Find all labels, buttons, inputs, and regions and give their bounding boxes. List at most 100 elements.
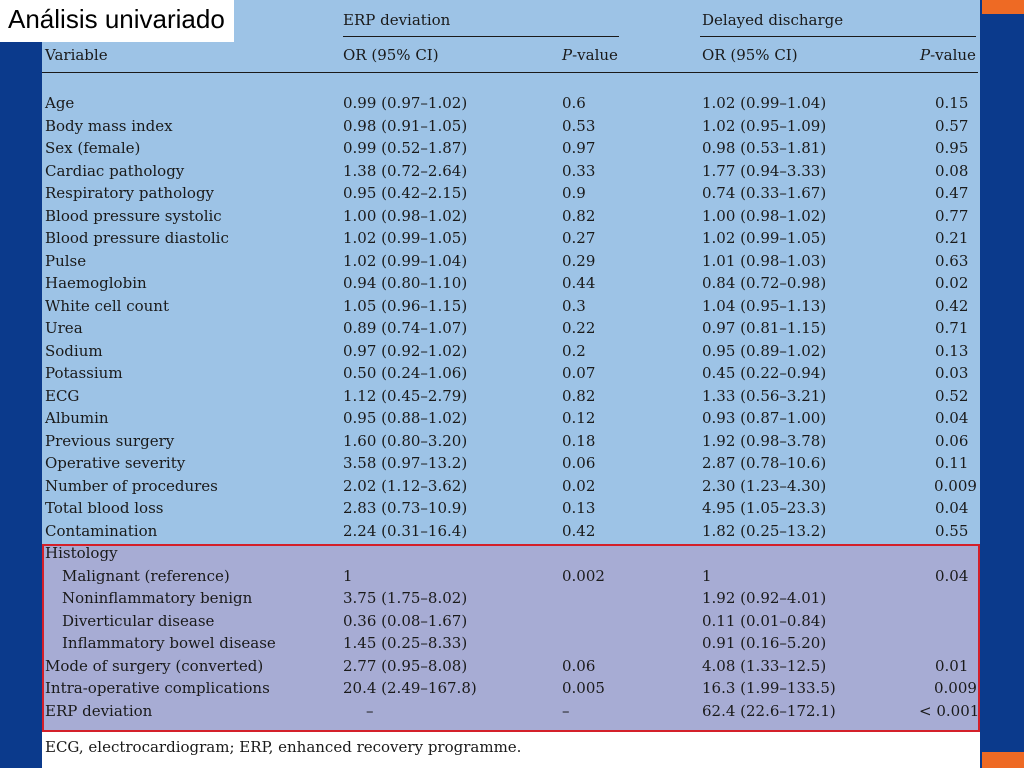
- row-erp-or: 2.24 (0.31–16.4): [343, 522, 468, 540]
- row-delayed-pvalue: 0.01: [935, 657, 969, 675]
- row-delayed-or: 0.91 (0.16–5.20): [702, 634, 827, 652]
- row-delayed-or: 1.00 (0.98–1.02): [702, 207, 827, 225]
- row-delayed-or: 1: [702, 567, 712, 585]
- footer-background: [42, 732, 980, 768]
- row-variable: Histology: [45, 544, 118, 562]
- row-delayed-or: 1.04 (0.95–1.13): [702, 297, 827, 315]
- row-erp-pvalue: 0.3: [562, 297, 586, 315]
- header-pvalue-erp: P-value: [562, 46, 618, 64]
- row-erp-or: 0.36 (0.08–1.67): [343, 612, 468, 630]
- row-erp-pvalue: 0.33: [562, 162, 596, 180]
- row-variable: Inflammatory bowel disease: [62, 634, 276, 652]
- left-side-band: [0, 0, 42, 768]
- row-delayed-or: 1.02 (0.99–1.05): [702, 229, 827, 247]
- row-variable: Cardiac pathology: [45, 162, 185, 180]
- row-erp-pvalue: 0.02: [562, 477, 596, 495]
- row-erp-pvalue: 0.82: [562, 387, 596, 405]
- row-erp-pvalue: 0.13: [562, 499, 596, 517]
- row-erp-or: 1.12 (0.45–2.79): [343, 387, 468, 405]
- row-erp-or: 0.97 (0.92–1.02): [343, 342, 468, 360]
- row-variable: Albumin: [45, 409, 109, 427]
- row-variable: Sodium: [45, 342, 103, 360]
- row-delayed-or: 2.87 (0.78–10.6): [702, 454, 827, 472]
- row-delayed-or: 4.95 (1.05–23.3): [702, 499, 827, 517]
- row-erp-or: 0.99 (0.97–1.02): [343, 94, 468, 112]
- row-delayed-or: 0.97 (0.81–1.15): [702, 319, 827, 337]
- row-erp-or: 0.95 (0.88–1.02): [343, 409, 468, 427]
- row-delayed-pvalue: 0.06: [935, 432, 969, 450]
- row-variable: Total blood loss: [45, 499, 164, 517]
- row-erp-pvalue: 0.005: [562, 679, 605, 697]
- row-variable: Number of procedures: [45, 477, 218, 495]
- row-erp-pvalue: 0.82: [562, 207, 596, 225]
- row-erp-pvalue: 0.44: [562, 274, 596, 292]
- header-group-erp: ERP deviation: [343, 11, 451, 29]
- row-delayed-or: 0.98 (0.53–1.81): [702, 139, 827, 157]
- pvalue-p-delayed: P: [920, 46, 931, 64]
- row-delayed-pvalue: 0.77: [935, 207, 969, 225]
- row-erp-or: 0.89 (0.74–1.07): [343, 319, 468, 337]
- row-erp-pvalue: 0.22: [562, 319, 596, 337]
- row-erp-pvalue: 0.18: [562, 432, 596, 450]
- row-erp-or: 0.99 (0.52–1.87): [343, 139, 468, 157]
- row-delayed-or: 0.93 (0.87–1.00): [702, 409, 827, 427]
- row-delayed-or: 1.02 (0.95–1.09): [702, 117, 827, 135]
- row-variable: Noninflammatory benign: [62, 589, 253, 607]
- row-erp-pvalue: 0.07: [562, 364, 596, 382]
- pvalue-rest-erp: -value: [572, 46, 618, 64]
- row-delayed-or: 0.95 (0.89–1.02): [702, 342, 827, 360]
- row-variable: Mode of surgery (converted): [45, 657, 264, 675]
- row-delayed-or: 0.45 (0.22–0.94): [702, 364, 827, 382]
- row-erp-or: 0.98 (0.91–1.05): [343, 117, 468, 135]
- header-group-delayed: Delayed discharge: [702, 11, 844, 29]
- row-delayed-or: 16.3 (1.99–133.5): [702, 679, 836, 697]
- row-erp-pvalue: 0.2: [562, 342, 586, 360]
- row-delayed-pvalue: 0.71: [935, 319, 969, 337]
- row-variable: Previous surgery: [45, 432, 175, 450]
- row-delayed-or: 4.08 (1.33–12.5): [702, 657, 827, 675]
- row-erp-or: 20.4 (2.49–167.8): [343, 679, 477, 697]
- row-variable: White cell count: [45, 297, 169, 315]
- header-pvalue-delayed: P-value: [920, 46, 976, 64]
- row-erp-or: 1: [343, 567, 353, 585]
- row-delayed-pvalue: 0.04: [935, 409, 969, 427]
- row-delayed-or: 62.4 (22.6–172.1): [702, 702, 836, 720]
- row-delayed-pvalue: 0.08: [935, 162, 969, 180]
- row-variable: Pulse: [45, 252, 87, 270]
- row-erp-pvalue: 0.12: [562, 409, 596, 427]
- row-delayed-pvalue: 0.04: [935, 567, 969, 585]
- row-erp-or: 0.94 (0.80–1.10): [343, 274, 468, 292]
- row-variable: Contamination: [45, 522, 158, 540]
- row-delayed-pvalue: 0.009: [934, 679, 977, 697]
- row-delayed-pvalue: 0.15: [935, 94, 969, 112]
- row-erp-or: –: [366, 702, 374, 720]
- row-erp-pvalue: 0.06: [562, 454, 596, 472]
- row-variable: Body mass index: [45, 117, 173, 135]
- row-erp-or: 2.02 (1.12–3.62): [343, 477, 468, 495]
- row-delayed-pvalue: 0.13: [935, 342, 969, 360]
- row-delayed-or: 1.92 (0.92–4.01): [702, 589, 827, 607]
- row-variable: Diverticular disease: [62, 612, 215, 630]
- row-erp-or: 1.02 (0.99–1.05): [343, 229, 468, 247]
- row-erp-or: 2.77 (0.95–8.08): [343, 657, 468, 675]
- row-erp-or: 1.60 (0.80–3.20): [343, 432, 468, 450]
- row-erp-pvalue: 0.53: [562, 117, 596, 135]
- row-erp-pvalue: 0.06: [562, 657, 596, 675]
- row-variable: Age: [45, 94, 75, 112]
- row-delayed-pvalue: 0.21: [935, 229, 969, 247]
- row-delayed-or: 0.74 (0.33–1.67): [702, 184, 827, 202]
- header-variable: Variable: [45, 46, 108, 64]
- row-delayed-pvalue: 0.009: [934, 477, 977, 495]
- pvalue-p-erp: P: [562, 46, 573, 64]
- row-variable: Operative severity: [45, 454, 186, 472]
- row-delayed-pvalue: 0.47: [935, 184, 969, 202]
- row-delayed-or: 1.82 (0.25–13.2): [702, 522, 827, 540]
- row-erp-pvalue: 0.9: [562, 184, 586, 202]
- row-erp-pvalue: 0.27: [562, 229, 596, 247]
- orange-accent-top: [982, 0, 1024, 14]
- row-delayed-or: 0.11 (0.01–0.84): [702, 612, 827, 630]
- header-or-ci-erp: OR (95% CI): [343, 46, 439, 64]
- histology-highlight: [42, 544, 980, 732]
- orange-accent-bottom: [982, 752, 1024, 768]
- row-variable: Sex (female): [45, 139, 141, 157]
